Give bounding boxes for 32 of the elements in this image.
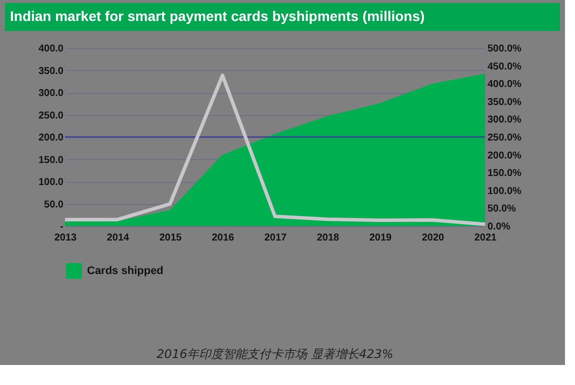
y2-tick-label: 400.0%: [488, 79, 522, 90]
x-tick-label: 2015: [159, 232, 182, 244]
legend-label: Cards shipped: [87, 265, 164, 277]
y2-tick-label: 0.0%: [488, 222, 510, 232]
y2-tick-label: 50.0%: [488, 204, 516, 215]
y-tick-label: 150.0: [38, 154, 64, 166]
y-tick-label: 300.0: [38, 88, 64, 99]
y-tick-label: 350.0: [38, 66, 64, 77]
y-tick-label: -: [60, 222, 64, 232]
y-tick-label: 250.0: [38, 110, 64, 122]
y2-tick-label: 150.0%: [488, 168, 522, 180]
text: 2016年印度智能支付卡市场 显著增长423%: [156, 347, 394, 361]
y2-tick-label: 200.0%: [488, 150, 522, 162]
y2-tick-label: 450.0%: [488, 61, 522, 72]
y2-tick-label: 300.0%: [488, 114, 522, 126]
y2-tick-label: 250.0%: [488, 132, 522, 144]
x-tick-label: 2017: [264, 232, 288, 244]
x-tick-label: 2018: [316, 232, 340, 244]
x-tick-label: 2016: [212, 232, 235, 244]
x-tick-label: 2021: [474, 232, 498, 244]
y-tick-label: 200.0: [38, 132, 64, 144]
x-tick-label: 2013: [54, 232, 78, 244]
x-tick-label: 2020: [422, 232, 445, 244]
y2-tick-label: 500.0%: [488, 44, 522, 54]
x-tick-label: 2019: [369, 232, 392, 244]
y2-tick-label: 350.0%: [488, 96, 522, 108]
y2-tick-label: 100.0%: [488, 186, 522, 197]
y-tick-label: 50.0: [44, 199, 64, 210]
x-tick-label: 2014: [106, 232, 130, 244]
y-tick-label: 100.0: [38, 177, 64, 188]
y-tick-label: 400.0: [38, 44, 64, 54]
chart-title: Indian market for smart payment cards byshipments (millions): [10, 8, 425, 24]
